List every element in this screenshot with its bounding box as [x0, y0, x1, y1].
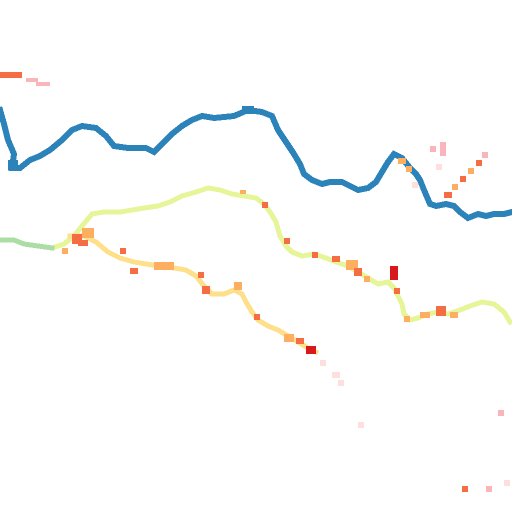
sparse-point [498, 410, 504, 416]
sparse-points-layer [320, 360, 510, 492]
accent-point [440, 142, 446, 156]
accent-point [306, 346, 316, 354]
accent-point [198, 272, 204, 278]
accent-point [468, 168, 474, 174]
accent-points-layer [0, 72, 488, 354]
accent-point [346, 260, 358, 270]
accent-point [404, 316, 410, 322]
accent-point [450, 312, 458, 318]
accent-point [262, 202, 268, 208]
sparse-point [462, 486, 468, 492]
accent-point [312, 252, 318, 258]
accent-point [436, 306, 446, 316]
sparse-point [320, 360, 326, 366]
accent-point [460, 176, 466, 182]
accent-point [120, 248, 126, 254]
accent-point [254, 314, 260, 320]
accent-point [26, 78, 38, 82]
accent-point [444, 192, 452, 198]
blue-line-knot [242, 106, 254, 114]
accent-point [234, 282, 242, 290]
accent-point [36, 82, 50, 86]
accent-point [72, 234, 82, 244]
sparse-point [358, 422, 364, 428]
accent-point [78, 240, 88, 246]
sparse-point [332, 372, 340, 378]
sparse-point [338, 380, 344, 386]
accent-point [420, 312, 430, 318]
accent-point [82, 228, 94, 238]
accent-point [202, 286, 210, 294]
accent-point [436, 164, 442, 170]
yellow-orange-line-layer [67, 233, 320, 356]
accent-point [482, 152, 488, 158]
accent-point [394, 288, 400, 294]
accent-point [332, 256, 340, 262]
accent-point [452, 184, 458, 190]
accent-point [430, 146, 436, 152]
accent-point [62, 248, 68, 254]
accent-point [154, 262, 174, 270]
accent-point [354, 268, 362, 276]
sparse-point [486, 486, 492, 492]
accent-point [390, 266, 398, 280]
accent-point [476, 160, 482, 166]
blue-line-path [0, 106, 512, 222]
yellow-orange-line-path [67, 233, 320, 356]
sparse-point [504, 480, 510, 486]
blue-line-layer [0, 106, 512, 222]
blue-line-knot-left [8, 160, 18, 170]
accent-point [398, 158, 406, 164]
accent-point [284, 334, 294, 342]
accent-point [364, 276, 370, 282]
accent-point [296, 338, 304, 344]
accent-point [412, 182, 418, 188]
green-line-left-segment [0, 237, 55, 251]
accent-point [130, 268, 138, 274]
accent-point [406, 166, 412, 172]
accent-point [0, 72, 22, 78]
accent-point [240, 190, 246, 194]
accent-point [284, 238, 290, 244]
